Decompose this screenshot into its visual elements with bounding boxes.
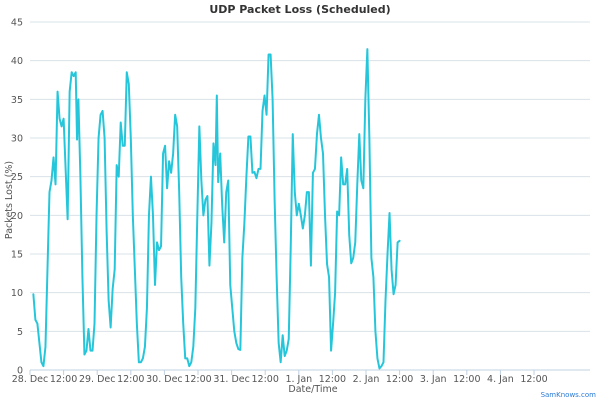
x-tick-label: 12:00 <box>453 374 480 385</box>
x-tick-label: 2. Jan <box>353 374 380 385</box>
y-tick-label: 35 <box>11 95 23 106</box>
y-axis-ticks: 0 5 10 15 20 25 30 35 40 45 <box>11 18 23 377</box>
x-tick-label: 12:00 <box>50 374 77 385</box>
x-tick-label: 12:00 <box>117 374 144 385</box>
x-axis-ticks: 28. Dec 12:00 29. Dec 12:00 30. Dec 12:00 31. … <box>12 370 548 385</box>
y-axis-label: Packets Lost (%) <box>4 161 15 239</box>
x-tick-label: 12:00 <box>386 374 413 385</box>
y-tick-label: 40 <box>11 56 23 67</box>
y-tick-label: 5 <box>17 327 23 338</box>
y-tick-label: 25 <box>11 172 23 183</box>
credit-link[interactable]: SamKnows.com <box>541 391 597 399</box>
y-tick-label: 30 <box>11 134 23 145</box>
x-axis-label: Date/Time <box>288 384 337 395</box>
y-tick-label: 20 <box>11 211 23 222</box>
x-tick-label: 30. Dec <box>146 374 183 385</box>
x-tick-label: 4. Jan <box>487 374 514 385</box>
x-tick-label: 3. Jan <box>420 374 447 385</box>
grid-lines <box>30 21 590 371</box>
y-tick-label: 45 <box>11 18 23 29</box>
y-tick-label: 0 <box>17 366 23 377</box>
x-tick-label: 28. Dec <box>12 374 49 385</box>
y-tick-label: 15 <box>11 250 23 261</box>
x-tick-label: 29. Dec <box>79 374 116 385</box>
x-tick-label: 1. Jan <box>285 374 312 385</box>
x-tick-label: 12:00 <box>184 374 211 385</box>
x-tick-label: 12:00 <box>520 374 547 385</box>
chart-title: UDP Packet Loss (Scheduled) <box>209 3 390 16</box>
x-tick-label: 31. Dec <box>213 374 250 385</box>
series-layer <box>32 48 401 370</box>
x-tick-label: 12:00 <box>252 374 279 385</box>
series-line <box>32 48 401 370</box>
x-tick-label: 12:00 <box>319 374 346 385</box>
y-tick-label: 10 <box>11 288 23 299</box>
